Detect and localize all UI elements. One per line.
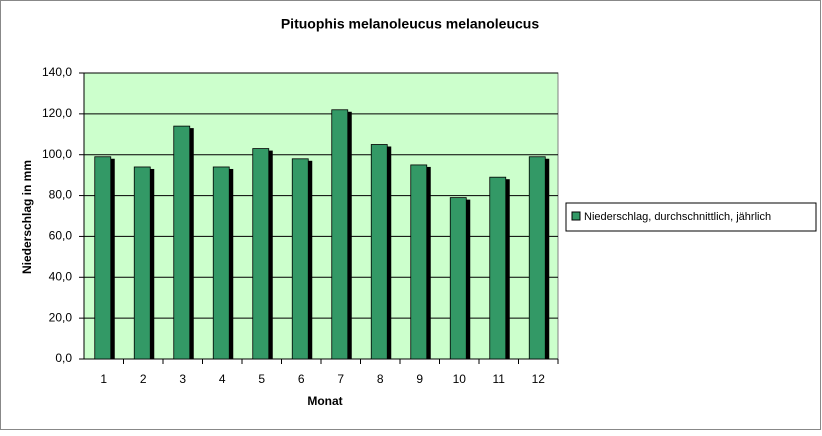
chart-title: Pituophis melanoleucus melanoleucus	[281, 16, 539, 32]
x-tick-label: 4	[219, 372, 226, 386]
bar	[331, 109, 349, 360]
y-tick-label: 60,0	[49, 229, 73, 243]
x-axis-label: Monat	[307, 394, 342, 408]
bar	[410, 164, 428, 360]
y-tick-label: 100,0	[42, 147, 72, 161]
bar	[212, 166, 230, 360]
bar	[133, 166, 151, 360]
legend-swatch	[571, 211, 581, 221]
y-tick-label: 0,0	[55, 351, 72, 365]
plot-area	[83, 72, 559, 360]
bar	[489, 176, 507, 360]
x-tick-label: 11	[493, 372, 506, 386]
bar	[449, 197, 467, 360]
x-tick-label: 5	[258, 372, 265, 386]
bar	[528, 156, 546, 360]
bar	[94, 156, 112, 360]
y-tick-label: 140,0	[42, 65, 72, 79]
x-tick-label: 7	[337, 372, 344, 386]
bar	[252, 148, 270, 360]
bar	[370, 144, 388, 360]
legend-box	[565, 202, 817, 232]
bar	[291, 158, 309, 360]
x-tick-label: 1	[100, 372, 107, 386]
y-tick-label: 20,0	[49, 310, 73, 324]
legend-label: Niederschlag, durchschnittlich, jährlich	[584, 211, 771, 223]
x-tick-label: 3	[179, 372, 186, 386]
x-tick-label: 12	[532, 372, 546, 386]
y-tick-label: 120,0	[42, 106, 72, 120]
x-tick-label: 8	[377, 372, 384, 386]
bar	[173, 125, 191, 360]
y-tick-label: 80,0	[49, 188, 73, 202]
y-tick-label: 40,0	[49, 269, 73, 283]
x-tick-label: 6	[298, 372, 305, 386]
x-tick-label: 10	[453, 372, 467, 386]
x-tick-label: 2	[140, 372, 147, 386]
y-axis-label: Niederschlag in mm	[20, 160, 34, 274]
x-tick-label: 9	[416, 372, 423, 386]
